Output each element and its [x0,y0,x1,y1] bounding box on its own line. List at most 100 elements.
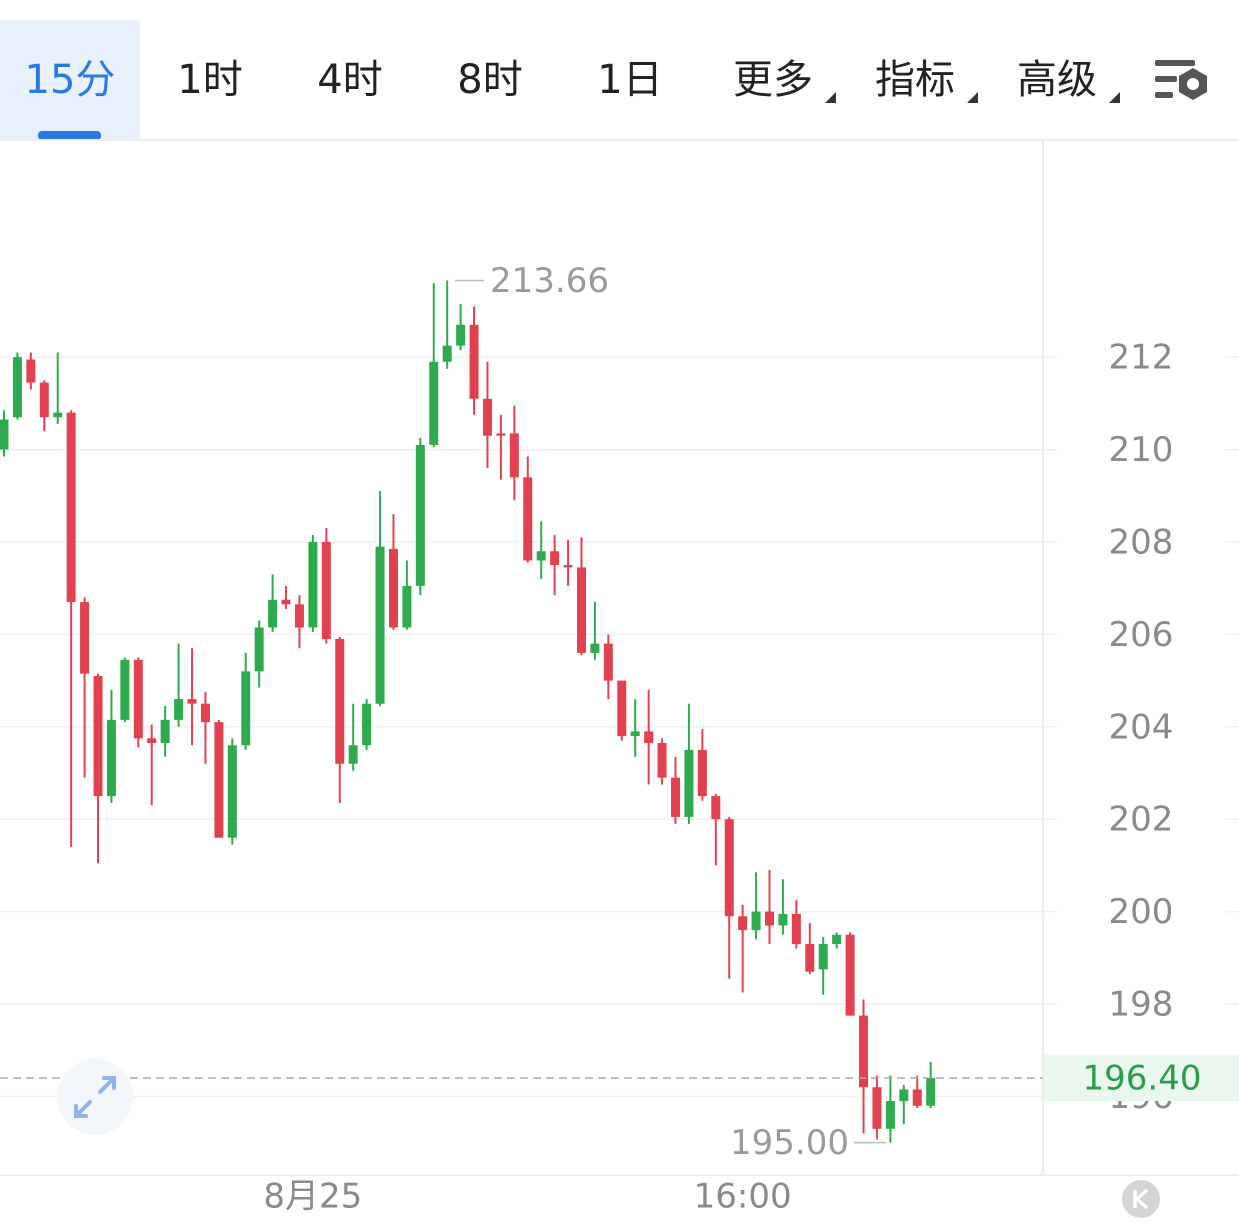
candle-body [509,433,519,478]
candle-body [268,599,278,628]
candle-body [885,1101,895,1129]
candle-body [496,433,506,436]
candle-body [832,934,842,944]
y-tick-label: 212 [1109,338,1174,378]
tab-indicator [38,131,101,140]
candle-body [66,412,76,603]
candle-body [402,585,412,628]
candle-body [187,699,197,704]
candle-body [281,599,291,605]
candle-body [12,357,22,418]
settings-icon[interactable] [1155,60,1207,100]
y-tick-label: 210 [1109,430,1174,470]
candle-body [133,659,143,739]
tab[interactable]: 1日 [597,57,662,103]
candle-body [536,551,546,561]
candle-body [294,604,304,628]
candle-body [147,738,157,743]
candle-body [563,565,573,568]
candle-body [711,796,721,820]
candle-body [751,911,761,931]
candle-body [576,567,586,653]
expand-button[interactable] [57,1059,133,1135]
candle-body [93,675,103,797]
candle-body [80,602,90,674]
candle-body [845,934,855,1016]
min-label: 195.00 [730,1123,849,1163]
y-tick-label: 206 [1109,615,1174,655]
candle-body [26,359,36,383]
candle-body [859,1015,869,1088]
candle-body [671,777,680,817]
candle-body [630,731,640,737]
candle-body [550,551,560,566]
candle-body [0,419,9,450]
candle-body [872,1087,882,1129]
x-tick-label: 8月25 [263,1177,362,1217]
candle-body [227,745,237,838]
candle-body [899,1089,909,1102]
candle-body [926,1077,936,1106]
y-tick-label: 200 [1109,892,1174,932]
tab[interactable]: 指标 [875,57,955,103]
candle-body [348,745,358,764]
candle-body [644,731,654,743]
candle-body [241,671,251,746]
candle-body [174,699,184,720]
y-tick-label: 204 [1109,707,1174,747]
y-tick-label: 208 [1109,522,1174,562]
max-label: 213.66 [490,261,609,301]
candle-body [106,719,116,797]
candle-body [724,819,734,917]
last-price-label: 196.40 [1083,1058,1202,1098]
candle-body [415,444,425,586]
tab[interactable]: 8时 [457,57,522,103]
candle-body [590,643,600,653]
candle-body [429,361,439,445]
candle-body [388,548,398,628]
candle-body [778,913,788,926]
last-price-box [1044,1054,1239,1101]
candle-body [335,639,345,764]
candle-body [375,546,385,704]
tab[interactable]: 4时 [317,57,382,103]
candle-body [805,943,815,972]
dropdown-corner [825,92,836,103]
candle-body [617,680,627,737]
candle-body [765,911,775,926]
candle-body [482,398,492,436]
tab[interactable]: 15分 [25,57,116,103]
candle-body [697,749,707,797]
x-tick-label: 16:00 [694,1177,792,1217]
candle-body [53,412,63,418]
candle-body [818,943,828,970]
candle-body [214,722,224,838]
candle-body [469,324,479,399]
candle-body [442,345,452,362]
candle-body [321,541,331,640]
candle-body [657,742,667,778]
tab[interactable]: 1时 [177,57,242,103]
candle-body [308,541,318,628]
candle-body [200,703,210,723]
candle-body [362,703,372,746]
candle-body [791,913,801,944]
candle-body [160,719,170,743]
tab[interactable]: 高级 [1017,57,1097,103]
tab[interactable]: 更多 [733,57,813,103]
candle-body [684,749,694,817]
candle-body [603,643,613,681]
candle-body [523,477,533,561]
candle-body [39,382,49,418]
candle-body [738,916,748,931]
dropdown-corner [1109,92,1120,103]
candle-body [120,659,130,720]
candle-body [254,627,264,672]
y-tick-label: 198 [1109,985,1174,1025]
k-button[interactable] [1122,1180,1160,1218]
candle-body [456,324,466,346]
y-tick-label: 202 [1109,800,1174,840]
selected-tab-bg [0,20,140,140]
